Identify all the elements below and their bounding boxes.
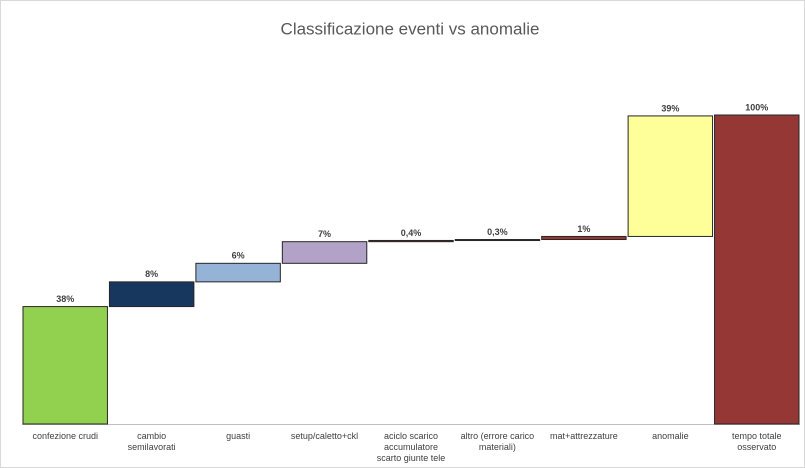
bar <box>368 239 454 243</box>
x-tick-label: mat+attrezzature <box>549 431 618 441</box>
x-tick-label: guasti <box>226 431 251 441</box>
x-tick-label: anomalie <box>652 431 689 441</box>
x-tick-label: cambio semilavorati <box>127 431 176 452</box>
bar <box>627 115 714 237</box>
value-label: 100% <box>745 102 768 112</box>
x-tick-label: aciclo scarico accumulatore scarto giunt… <box>376 431 446 463</box>
x-tick-label: altro (errore carico materiali) <box>460 431 535 452</box>
value-label: 1% <box>577 224 590 234</box>
value-label: 39% <box>661 103 679 113</box>
x-tick-label: tempo totale osservato <box>732 431 782 452</box>
value-label: 6% <box>232 251 245 261</box>
x-tick-label: setup/caletto+ckl <box>290 431 359 441</box>
bar <box>454 239 541 242</box>
bar <box>108 281 195 308</box>
x-tick-label: confezione crudi <box>32 431 98 441</box>
value-label: 38% <box>56 294 74 304</box>
bar <box>22 306 108 425</box>
chart-title: Classificazione eventi vs anomalie <box>281 19 540 38</box>
value-label: 7% <box>318 229 331 239</box>
value-label: 0,4% <box>401 228 422 238</box>
value-label: 0,3% <box>487 227 508 237</box>
bar <box>195 262 281 283</box>
bar <box>714 114 800 425</box>
bar <box>541 235 627 241</box>
value-label: 8% <box>145 269 158 279</box>
bar <box>281 241 368 264</box>
